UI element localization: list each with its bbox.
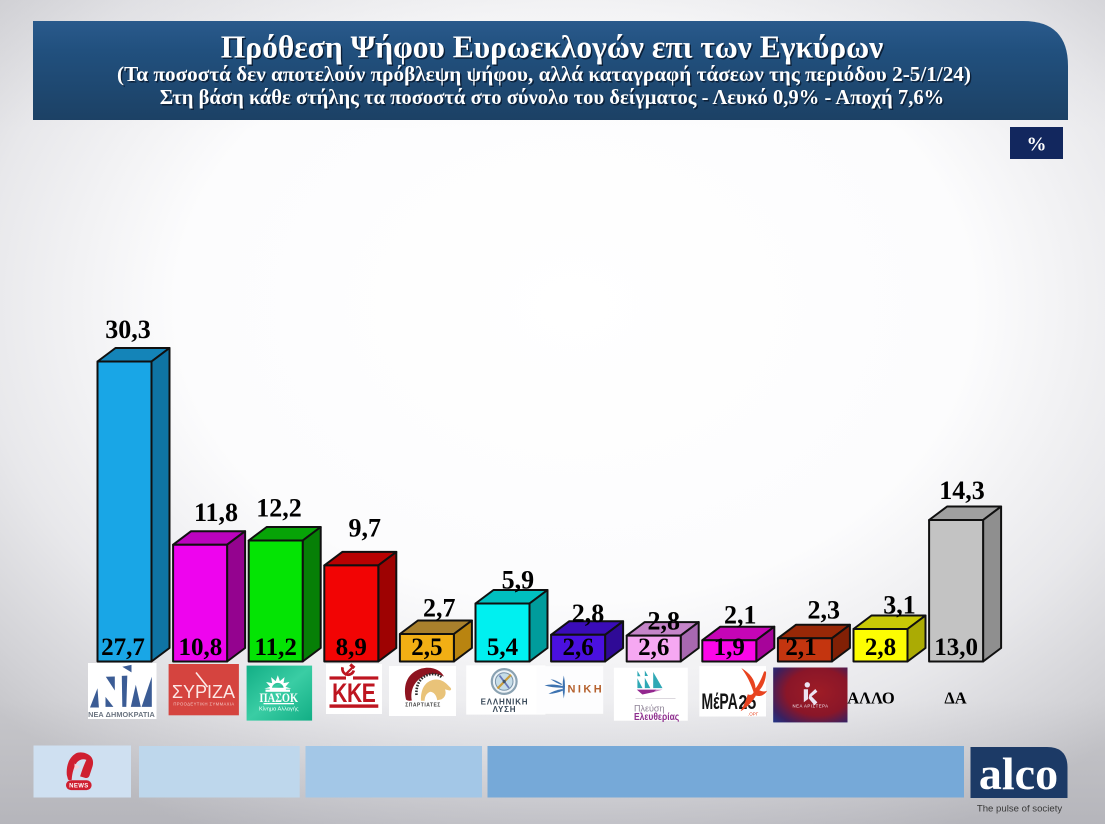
svg-text:The pulse of society: The pulse of society [977, 804, 1063, 815]
svg-text:13,0: 13,0 [934, 634, 978, 661]
svg-text:8,9: 8,9 [336, 634, 367, 661]
svg-text:11,2: 11,2 [255, 634, 297, 661]
svg-text:Πρόθεση Ψήφου Ευρωεκλογών επι: Πρόθεση Ψήφου Ευρωεκλογών επι των Εγκύρω… [221, 30, 884, 65]
svg-text:ΕΛΛΗΝΙΚΗ: ΕΛΛΗΝΙΚΗ [481, 698, 529, 707]
svg-text:ΛΥΣΗ: ΛΥΣΗ [493, 705, 517, 714]
svg-text:ΚΚΕ: ΚΚΕ [332, 678, 376, 708]
svg-text:%: % [1027, 134, 1047, 156]
svg-text:(Τα ποσοστά δεν αποτελούν πρόβ: (Τα ποσοστά δεν αποτελούν πρόβλεψη ψήφου… [117, 62, 971, 86]
svg-text:10,8: 10,8 [179, 634, 223, 661]
svg-text:2,3: 2,3 [807, 596, 840, 625]
svg-text:5,9: 5,9 [502, 566, 535, 595]
svg-text:NEWS: NEWS [69, 784, 89, 790]
svg-text:1,9: 1,9 [714, 634, 745, 661]
svg-text:30,3: 30,3 [105, 315, 151, 344]
svg-text:(Τα ποσοστά δεν αποτελούν πρόβ: (Τα ποσοστά δεν αποτελούν πρόβλεψη ψήφου… [118, 63, 972, 87]
svg-text:2,8: 2,8 [572, 599, 605, 628]
svg-text:14,3: 14,3 [939, 476, 985, 505]
svg-text:Πλεύση: Πλεύση [634, 704, 665, 714]
svg-text:Στη βάση κάθε στήλης τα ποσοστ: Στη βάση κάθε στήλης τα ποσοστά στο σύνο… [161, 88, 945, 110]
svg-text:9,7: 9,7 [348, 514, 381, 543]
svg-text:Στη βάση κάθε στήλης τα ποσοστ: Στη βάση κάθε στήλης τα ποσοστά στο σύνο… [160, 87, 944, 109]
svg-text:ΣΠΑΡΤΙΑΤΕΣ: ΣΠΑΡΤΙΑΤΕΣ [405, 703, 441, 709]
svg-text:5,4: 5,4 [487, 634, 519, 661]
svg-text:11,8: 11,8 [194, 498, 238, 527]
svg-text:2,7: 2,7 [423, 594, 456, 623]
svg-text:ΠΡΟΟΔΕΥΤΙΚΗ ΣΥΜΜΑΧΙΑ: ΠΡΟΟΔΕΥΤΙΚΗ ΣΥΜΜΑΧΙΑ [173, 702, 234, 707]
svg-text:12,2: 12,2 [256, 494, 302, 523]
svg-text:2,6: 2,6 [638, 634, 669, 661]
svg-text:ΜέΡΑ: ΜέΡΑ [702, 689, 738, 714]
svg-text:Ελευθερίας: Ελευθερίας [634, 711, 679, 722]
svg-text:Κίνημα Αλλαγής: Κίνημα Αλλαγής [259, 706, 299, 713]
svg-text:2,8: 2,8 [865, 634, 896, 661]
svg-text:ΝΙΚΗ: ΝΙΚΗ [568, 683, 605, 695]
svg-text:3,1: 3,1 [883, 591, 916, 620]
svg-text:.ΟΡΓ: .ΟΡΓ [748, 712, 759, 717]
svg-text:2,1: 2,1 [785, 634, 816, 661]
svg-text:ΣΥΡΙΖΑ: ΣΥΡΙΖΑ [172, 682, 235, 702]
svg-text:2,6: 2,6 [562, 634, 593, 661]
svg-text:Πρόθεση Ψήφου Ευρωεκλογών επι: Πρόθεση Ψήφου Ευρωεκλογών επι των Εγκύρω… [222, 31, 885, 66]
svg-text:2,5: 2,5 [411, 634, 442, 661]
svg-text:27,7: 27,7 [101, 634, 145, 661]
svg-text:ΝΕΑ ΔΗΜΟΚΡΑΤΙΑ: ΝΕΑ ΔΗΜΟΚΡΑΤΙΑ [88, 710, 155, 719]
svg-text:alco: alco [979, 748, 1058, 799]
svg-text:2,8: 2,8 [647, 607, 680, 636]
svg-text:ΑΛΛΟ: ΑΛΛΟ [847, 689, 895, 708]
svg-text:2,1: 2,1 [724, 601, 757, 630]
svg-text:ΔΑ: ΔΑ [944, 689, 966, 708]
svg-text:ΠΑΣΟΚ: ΠΑΣΟΚ [260, 691, 299, 705]
svg-text:ΝΕΑ ΑΡΙΣΤΕΡΑ: ΝΕΑ ΑΡΙΣΤΕΡΑ [792, 704, 828, 709]
